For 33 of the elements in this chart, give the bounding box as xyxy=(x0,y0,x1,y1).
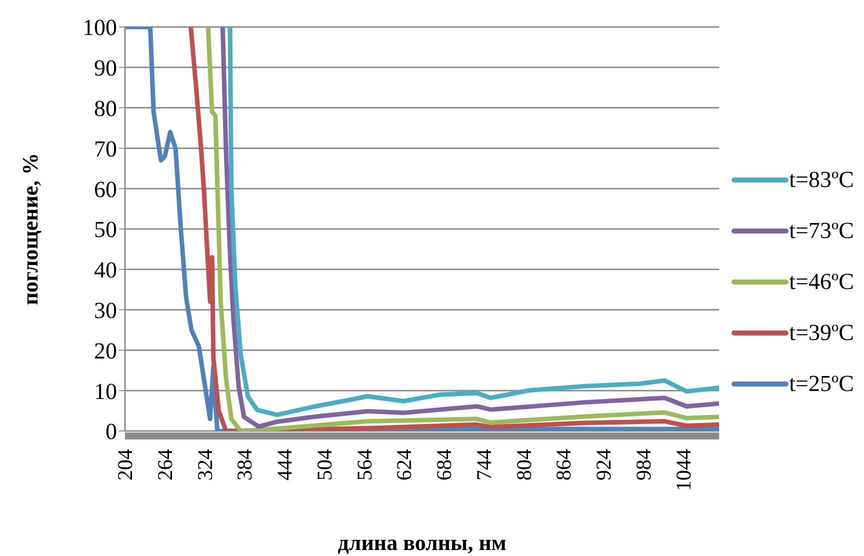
x-tick-label: 744 xyxy=(472,448,496,480)
y-tick-label: 50 xyxy=(94,217,117,242)
x-tick-label: 924 xyxy=(592,448,616,480)
x-tick-label: 804 xyxy=(512,448,536,480)
y-tick-label: 20 xyxy=(94,338,117,364)
x-tick-label: 984 xyxy=(631,448,656,480)
y-tick-label: 60 xyxy=(94,176,117,202)
legend-label: t=46ºC xyxy=(789,269,854,295)
x-axis-title: длина волны, нм xyxy=(338,530,506,555)
legend-label: t=83ºC xyxy=(789,167,854,193)
y-tick-label: 80 xyxy=(94,96,117,121)
x-tick-label: 504 xyxy=(312,448,336,480)
x-tick-label: 624 xyxy=(392,448,416,480)
x-tick-label: 564 xyxy=(352,448,376,480)
x-tick-label: 684 xyxy=(432,448,456,480)
y-axis-title: поглощение, % xyxy=(18,152,42,306)
y-tick-label: 30 xyxy=(94,298,117,323)
legend-label: t=25ºC xyxy=(789,371,854,397)
legend-label: t=39ºC xyxy=(789,320,854,346)
x-tick-label: 864 xyxy=(552,448,576,480)
y-tick-label: 90 xyxy=(94,56,117,81)
y-tick-label: 100 xyxy=(82,15,117,40)
x-tick-label: 1044 xyxy=(671,448,696,491)
legend-label: t=73ºC xyxy=(789,218,854,244)
y-tick-label: 40 xyxy=(94,258,117,283)
x-tick-label: 204 xyxy=(113,448,137,480)
x-tick-label: 324 xyxy=(192,448,217,480)
y-tick-label: 10 xyxy=(94,378,117,404)
y-tick-label: 0 xyxy=(106,419,117,444)
x-tick-label: 384 xyxy=(232,448,257,480)
y-tick-label: 70 xyxy=(94,136,117,162)
x-tick-label: 264 xyxy=(152,448,177,480)
x-tick-label: 444 xyxy=(272,448,297,480)
